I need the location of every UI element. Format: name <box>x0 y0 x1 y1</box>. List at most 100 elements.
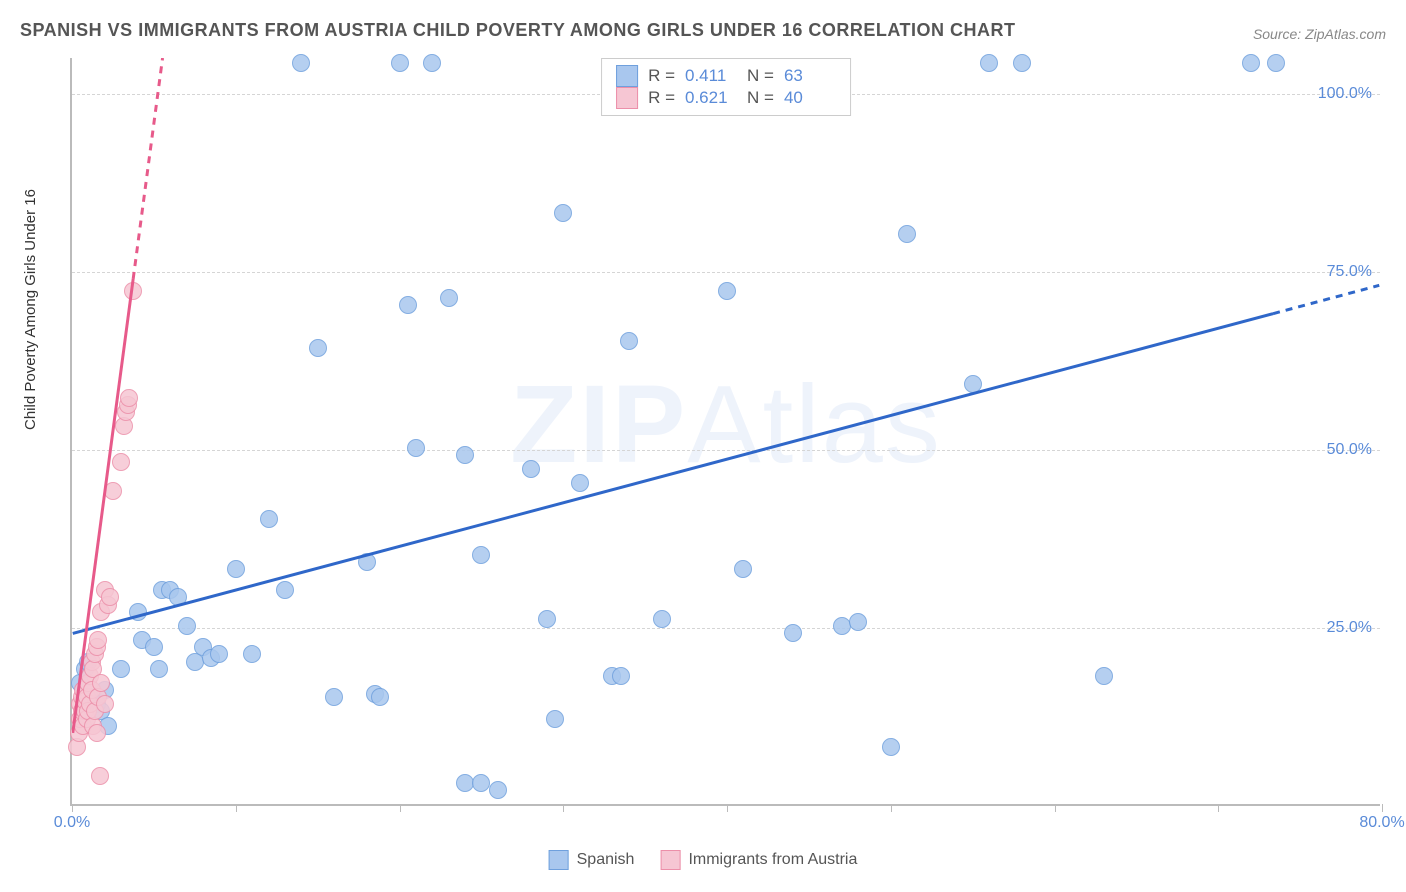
scatter-point <box>92 674 110 692</box>
scatter-point <box>440 289 458 307</box>
scatter-point <box>112 660 130 678</box>
scatter-point <box>309 339 327 357</box>
scatter-point <box>522 460 540 478</box>
scatter-point <box>391 54 409 72</box>
scatter-point <box>129 603 147 621</box>
legend-n-value: 40 <box>784 88 836 108</box>
y-tick-label: 100.0% <box>1318 85 1372 103</box>
scatter-point <box>145 638 163 656</box>
y-tick-label: 25.0% <box>1327 619 1372 637</box>
scatter-point <box>571 474 589 492</box>
scatter-point <box>554 204 572 222</box>
scatter-point <box>104 482 122 500</box>
scatter-point <box>88 724 106 742</box>
scatter-point <box>833 617 851 635</box>
source-attribution: Source: ZipAtlas.com <box>1253 26 1386 42</box>
scatter-point <box>538 610 556 628</box>
scatter-point <box>849 613 867 631</box>
scatter-point <box>1267 54 1285 72</box>
gridline-h <box>72 272 1380 273</box>
legend-series-label: Immigrants from Austria <box>688 851 857 869</box>
trendline <box>73 314 1273 634</box>
x-tick-label: 0.0% <box>54 814 90 832</box>
x-tickmark <box>1055 804 1056 812</box>
scatter-point <box>620 332 638 350</box>
scatter-point <box>227 560 245 578</box>
legend-series-item: Spanish <box>549 850 635 870</box>
scatter-point <box>882 738 900 756</box>
chart-container: SPANISH VS IMMIGRANTS FROM AUSTRIA CHILD… <box>0 0 1406 892</box>
scatter-point <box>276 581 294 599</box>
scatter-point <box>91 767 109 785</box>
x-tickmark <box>563 804 564 812</box>
legend-n-value: 63 <box>784 66 836 86</box>
scatter-point <box>150 660 168 678</box>
scatter-point <box>292 54 310 72</box>
y-tick-label: 75.0% <box>1327 263 1372 281</box>
scatter-point <box>101 588 119 606</box>
x-tickmark <box>891 804 892 812</box>
y-tick-label: 50.0% <box>1327 441 1372 459</box>
x-tickmark <box>72 804 73 812</box>
watermark-text: ZIPAtlas <box>510 361 942 488</box>
x-tickmark <box>727 804 728 812</box>
scatter-point <box>1013 54 1031 72</box>
legend-swatch <box>616 87 638 109</box>
scatter-point <box>423 54 441 72</box>
gridline-h <box>72 628 1380 629</box>
scatter-point <box>260 510 278 528</box>
legend-swatch <box>660 850 680 870</box>
scatter-point <box>325 688 343 706</box>
scatter-point <box>124 282 142 300</box>
legend-stats: R = 0.411 N = 63R = 0.621 N = 40 <box>601 58 851 116</box>
scatter-point <box>980 54 998 72</box>
scatter-point <box>1095 667 1113 685</box>
scatter-point <box>358 553 376 571</box>
scatter-point <box>371 688 389 706</box>
legend-swatch <box>616 65 638 87</box>
legend-swatch <box>549 850 569 870</box>
y-axis-label: Child Poverty Among Girls Under 16 <box>22 189 39 430</box>
plot-area: ZIPAtlas R = 0.411 N = 63R = 0.621 N = 40 25.0… <box>70 58 1380 806</box>
legend-series: Spanish Immigrants from Austria <box>549 850 858 870</box>
scatter-point <box>210 645 228 663</box>
legend-stats-row: R =0.411N =63 <box>616 65 836 87</box>
trendline <box>133 58 162 279</box>
scatter-point <box>489 781 507 799</box>
legend-r-value: 0.621 <box>685 88 737 108</box>
scatter-point <box>399 296 417 314</box>
scatter-point <box>472 546 490 564</box>
scatter-point <box>243 645 261 663</box>
scatter-point <box>120 389 138 407</box>
scatter-point <box>407 439 425 457</box>
scatter-point <box>96 695 114 713</box>
chart-title: SPANISH VS IMMIGRANTS FROM AUSTRIA CHILD… <box>20 20 1016 41</box>
legend-n-label: N = <box>747 88 774 108</box>
scatter-point <box>178 617 196 635</box>
legend-r-value: 0.411 <box>685 66 737 86</box>
scatter-point <box>784 624 802 642</box>
legend-series-item: Immigrants from Austria <box>660 850 857 870</box>
scatter-point <box>898 225 916 243</box>
scatter-point <box>718 282 736 300</box>
scatter-point <box>472 774 490 792</box>
scatter-point <box>1242 54 1260 72</box>
legend-series-label: Spanish <box>577 851 635 869</box>
x-tickmark <box>400 804 401 812</box>
legend-stats-row: R = 0.621 N = 40 <box>616 87 836 109</box>
x-tickmark <box>1218 804 1219 812</box>
legend-r-label: R = <box>648 66 675 86</box>
legend-r-label: R = <box>648 88 675 108</box>
trendlines-layer <box>72 58 1380 804</box>
scatter-point <box>546 710 564 728</box>
trendline <box>1273 285 1379 313</box>
x-tickmark <box>236 804 237 812</box>
x-tick-label: 80.0% <box>1359 814 1404 832</box>
scatter-point <box>964 375 982 393</box>
scatter-point <box>734 560 752 578</box>
scatter-point <box>653 610 671 628</box>
scatter-point <box>456 774 474 792</box>
x-tickmark <box>1382 804 1383 812</box>
scatter-point <box>456 446 474 464</box>
scatter-point <box>112 453 130 471</box>
